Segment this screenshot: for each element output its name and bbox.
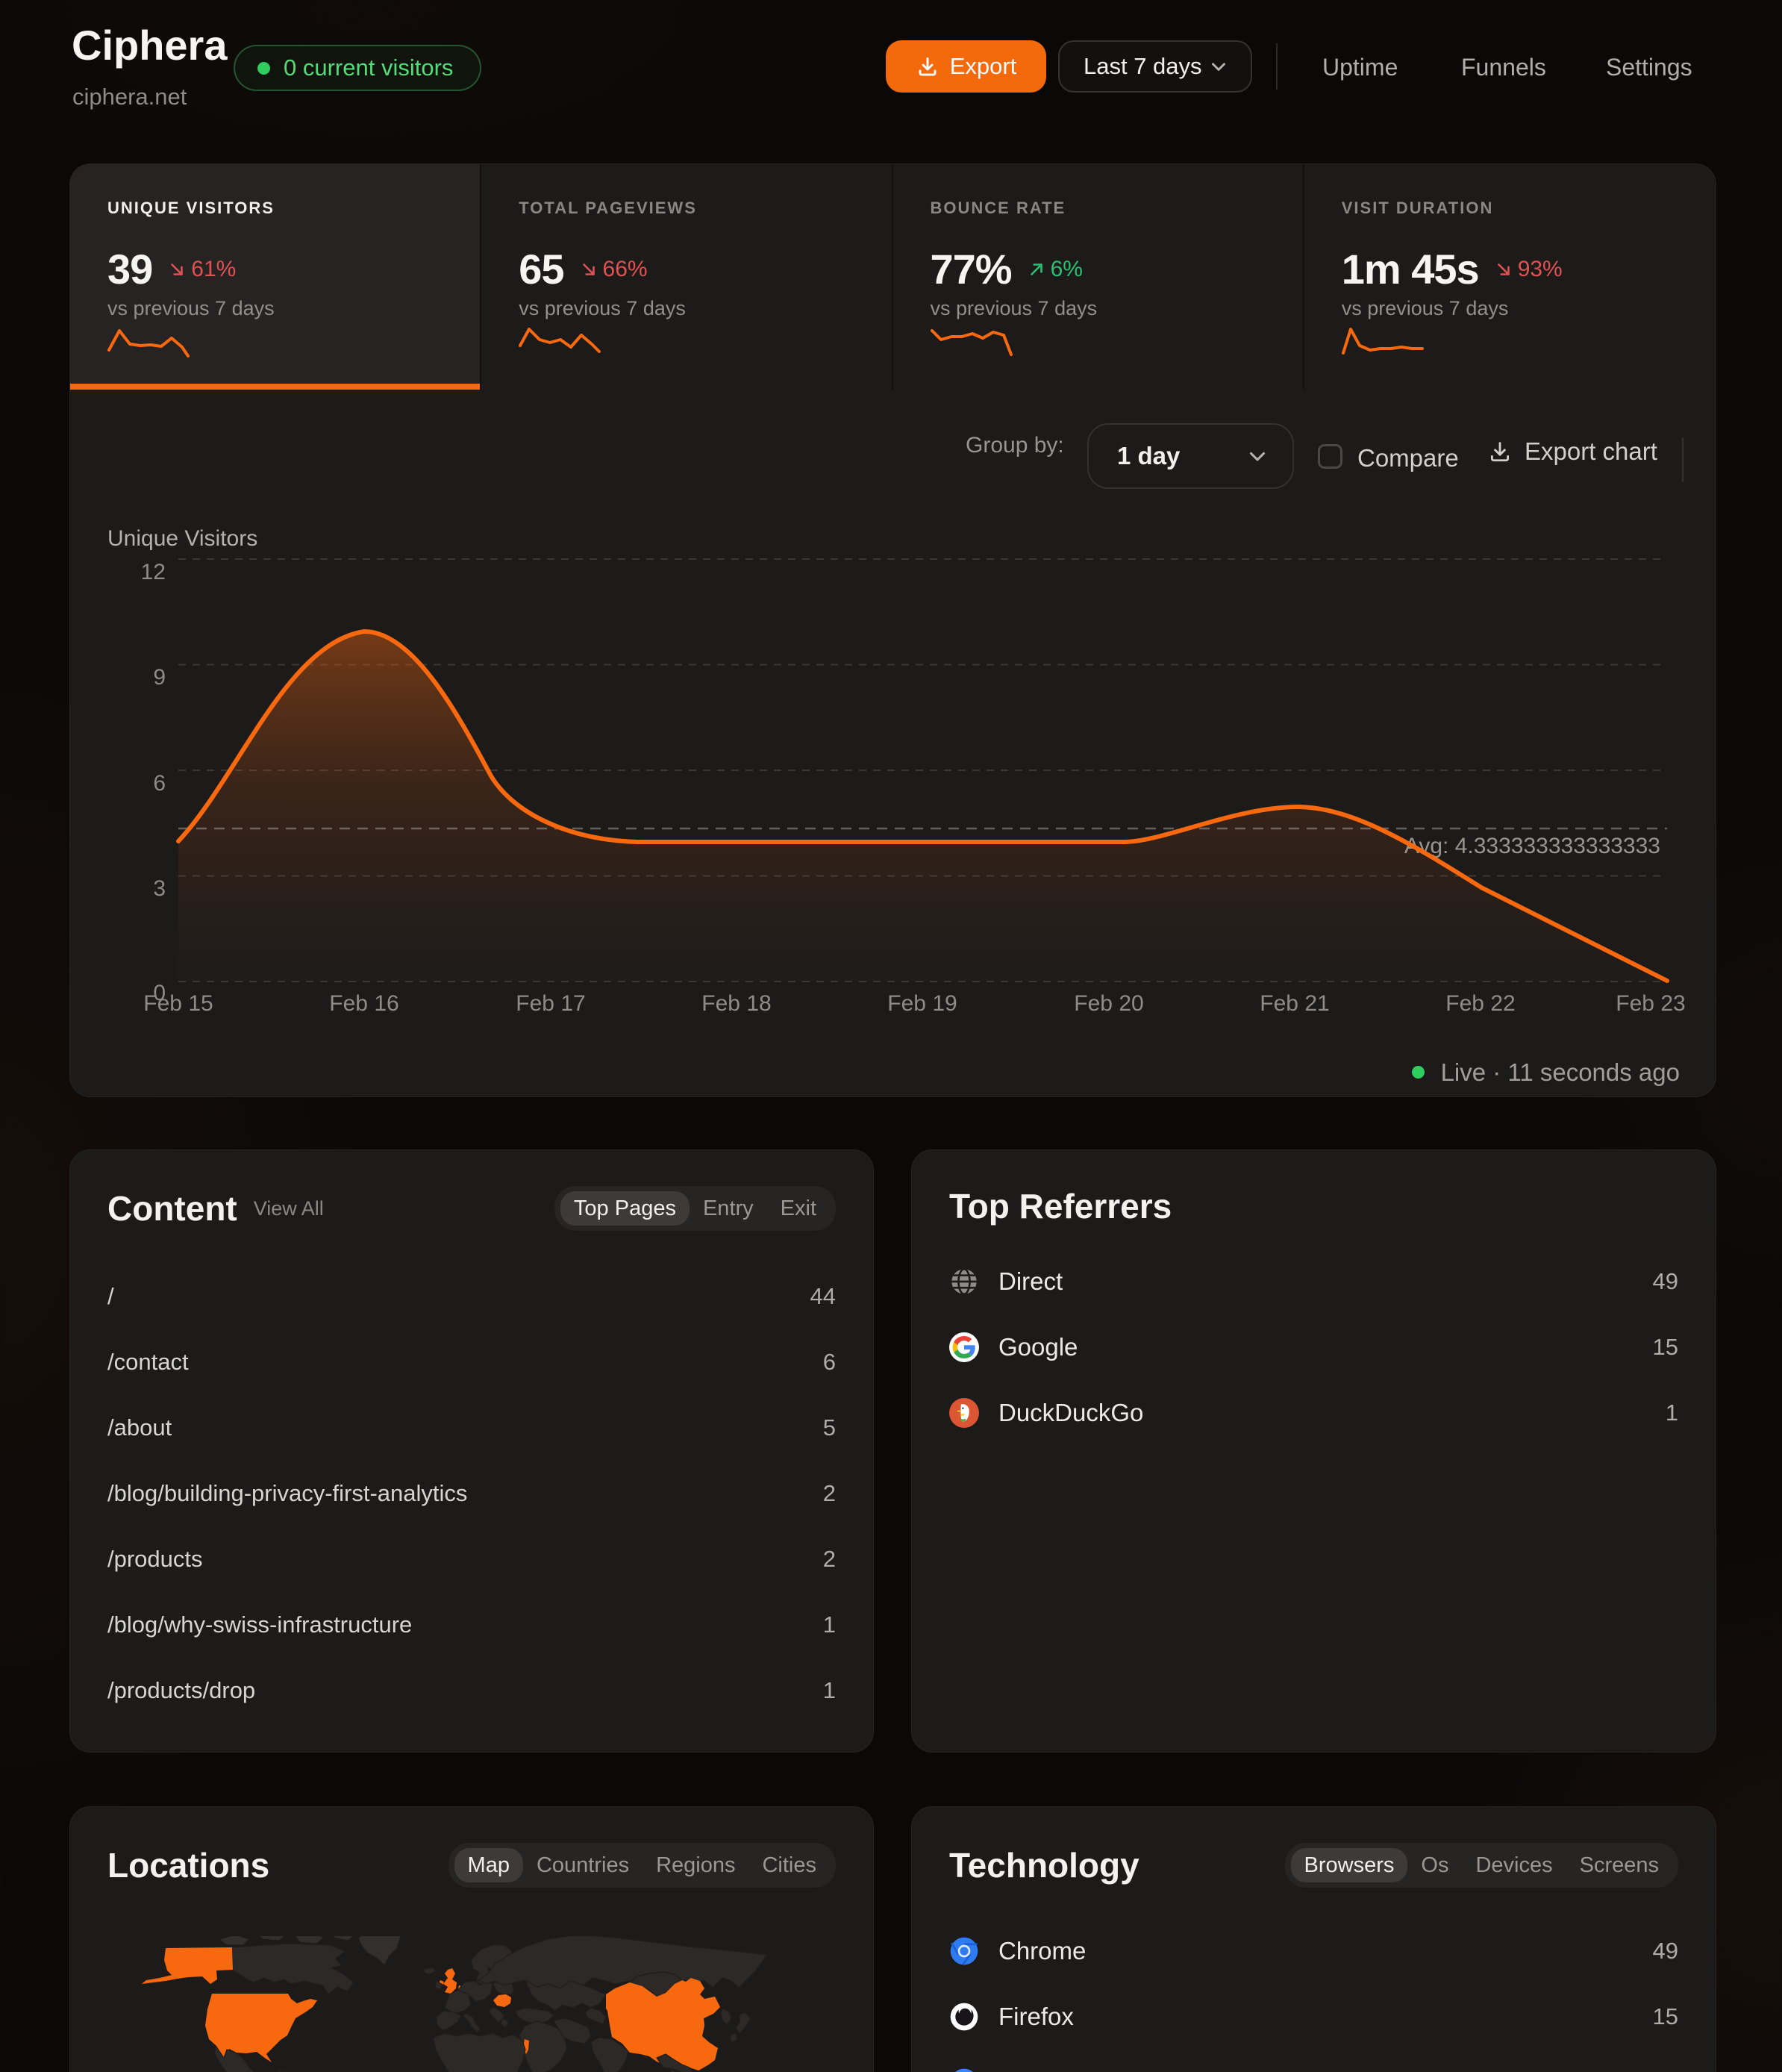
svg-text:Feb 17: Feb 17	[516, 991, 585, 1016]
svg-text:Feb 18: Feb 18	[701, 991, 771, 1016]
svg-text:Avg: 4.333333333333333: Avg: 4.333333333333333	[1404, 834, 1660, 858]
svg-text:Feb 23: Feb 23	[1616, 991, 1685, 1016]
svg-text:12: 12	[141, 560, 166, 584]
svg-text:9: 9	[153, 665, 166, 690]
svg-text:Feb 19: Feb 19	[887, 991, 957, 1016]
svg-text:Feb 22: Feb 22	[1445, 991, 1515, 1016]
svg-text:Feb 16: Feb 16	[329, 991, 398, 1016]
svg-text:3: 3	[153, 876, 166, 901]
svg-text:Feb 15: Feb 15	[143, 991, 213, 1016]
svg-text:0: 0	[153, 981, 166, 1005]
svg-text:Feb 21: Feb 21	[1260, 991, 1329, 1016]
svg-text:Feb 20: Feb 20	[1074, 991, 1143, 1016]
svg-text:6: 6	[153, 771, 166, 796]
